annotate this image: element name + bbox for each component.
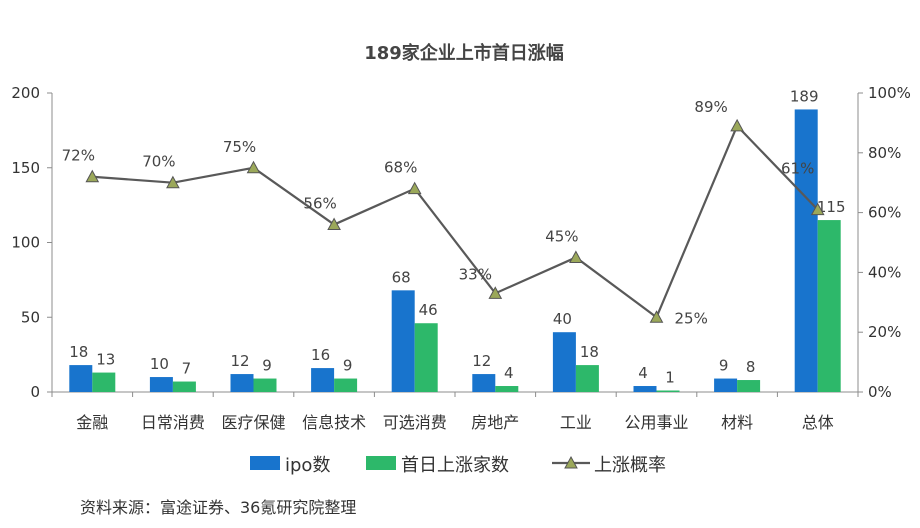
bar-up (656, 390, 680, 392)
bar-data-label: 9 (262, 357, 272, 375)
line-data-label: 25% (675, 309, 708, 327)
line-data-label: 68% (384, 159, 417, 177)
bar-ipo (472, 374, 496, 392)
bar-up (334, 378, 358, 392)
line-point-marker (327, 217, 341, 231)
legend-swatch-up (366, 456, 396, 470)
bar-data-label: 4 (504, 364, 514, 382)
bar-ipo (714, 378, 738, 392)
line-data-label: 72% (62, 147, 95, 165)
bar-data-label: 18 (580, 343, 599, 361)
bar-up (737, 380, 761, 392)
bar-up (817, 220, 841, 392)
bar-data-label: 10 (150, 355, 169, 373)
line-data-label: 45% (545, 227, 578, 245)
category-label: 金融 (76, 413, 108, 432)
line-data-label: 89% (694, 98, 727, 116)
bar-ipo (69, 365, 93, 392)
line-point-marker (649, 310, 664, 323)
bar-data-label: 8 (746, 358, 756, 376)
category-label: 医疗保健 (221, 413, 285, 432)
line-point-marker (166, 175, 180, 189)
line-point-marker (810, 202, 825, 216)
bars (69, 109, 841, 392)
bar-data-label: 189 (790, 87, 819, 105)
line-data-label: 33% (459, 265, 492, 283)
bar-ipo (552, 332, 576, 392)
bar-data-label: 9 (719, 357, 729, 375)
category-label: 材料 (721, 413, 753, 432)
legend: ipo数 首日上涨家数 上涨概率 (250, 455, 666, 476)
bar-ipo (311, 368, 335, 392)
legend-swatch-ipo (250, 456, 280, 470)
category-label: 房地产 (471, 413, 519, 432)
category-label: 总体 (802, 413, 834, 432)
bar-ipo (391, 290, 415, 392)
category-label: 日常消费 (141, 413, 205, 432)
bar-ipo (149, 377, 173, 392)
line-point-marker (246, 160, 261, 174)
line-data-label: 75% (223, 138, 256, 156)
left-tick-label: 150 (11, 159, 40, 177)
bar-up (495, 386, 519, 392)
axes: 0 50 100 150 200 0% 20% 40% 60% 80% 100% 金融 日常消费 医疗保健… (11, 84, 911, 432)
bar-up (92, 372, 116, 392)
bar-data-label: 1 (665, 369, 675, 387)
bar-data-label: 12 (230, 352, 249, 370)
legend-label-up: 首日上涨家数 (401, 455, 509, 476)
bar-data-label: 40 (553, 310, 572, 328)
bar-ipo (230, 374, 254, 392)
right-tick-label: 60% (868, 204, 901, 222)
right-tick-label: 0% (868, 383, 892, 401)
legend-label-rate: 上涨概率 (594, 455, 666, 476)
left-tick-label: 100 (11, 234, 40, 252)
bar-data-label: 68 (392, 268, 411, 286)
bar-data-label: 115 (817, 198, 846, 216)
legend-label-ipo: ipo数 (285, 455, 330, 476)
left-tick-label: 50 (21, 308, 40, 326)
bar-up (414, 323, 438, 392)
line-point-marker (85, 169, 100, 183)
bar-up (172, 381, 196, 392)
right-tick-label: 20% (868, 323, 901, 341)
line-layer: 72% 70% 75% 56% 68% 33% 45% 25% 89% 61% (62, 98, 825, 327)
bar-ipo (794, 109, 818, 392)
line-point-marker (407, 181, 422, 195)
right-tick-label: 80% (868, 144, 901, 162)
bar-data-label: 46 (419, 301, 438, 319)
right-tick-label: 40% (868, 263, 901, 281)
bar-up (253, 378, 277, 392)
bar-data-label: 13 (96, 351, 115, 369)
line-series-rate (92, 123, 819, 319)
category-label: 信息技术 (302, 413, 366, 432)
left-tick-label: 200 (11, 84, 40, 102)
legend-marker-rate (564, 455, 578, 469)
chart-title: 189家企业上市首日涨幅 (364, 42, 564, 64)
right-tick-label: 100% (868, 84, 911, 102)
bar-data-label: 12 (472, 352, 491, 370)
source-note: 资料来源：富途证券、36氪研究院整理 (80, 498, 357, 517)
bar-data-label: 7 (182, 360, 192, 378)
bar-ipo (633, 386, 657, 392)
category-label: 可选消费 (383, 413, 447, 432)
line-point-marker (730, 118, 744, 132)
line-data-label: 70% (142, 153, 175, 171)
left-tick-label: 0 (30, 383, 40, 401)
line-point-marker (569, 250, 583, 263)
bar-data-label: 16 (311, 346, 330, 364)
bar-data-label: 9 (343, 357, 353, 375)
line-data-label: 56% (303, 195, 336, 213)
category-label: 公用事业 (624, 413, 688, 432)
bar-data-label: 18 (69, 343, 88, 361)
line-data-label: 61% (781, 160, 814, 178)
category-label: 工业 (560, 413, 592, 432)
line-point-marker (488, 286, 503, 299)
bar-up (575, 365, 599, 392)
bar-data-label: 4 (638, 364, 648, 382)
